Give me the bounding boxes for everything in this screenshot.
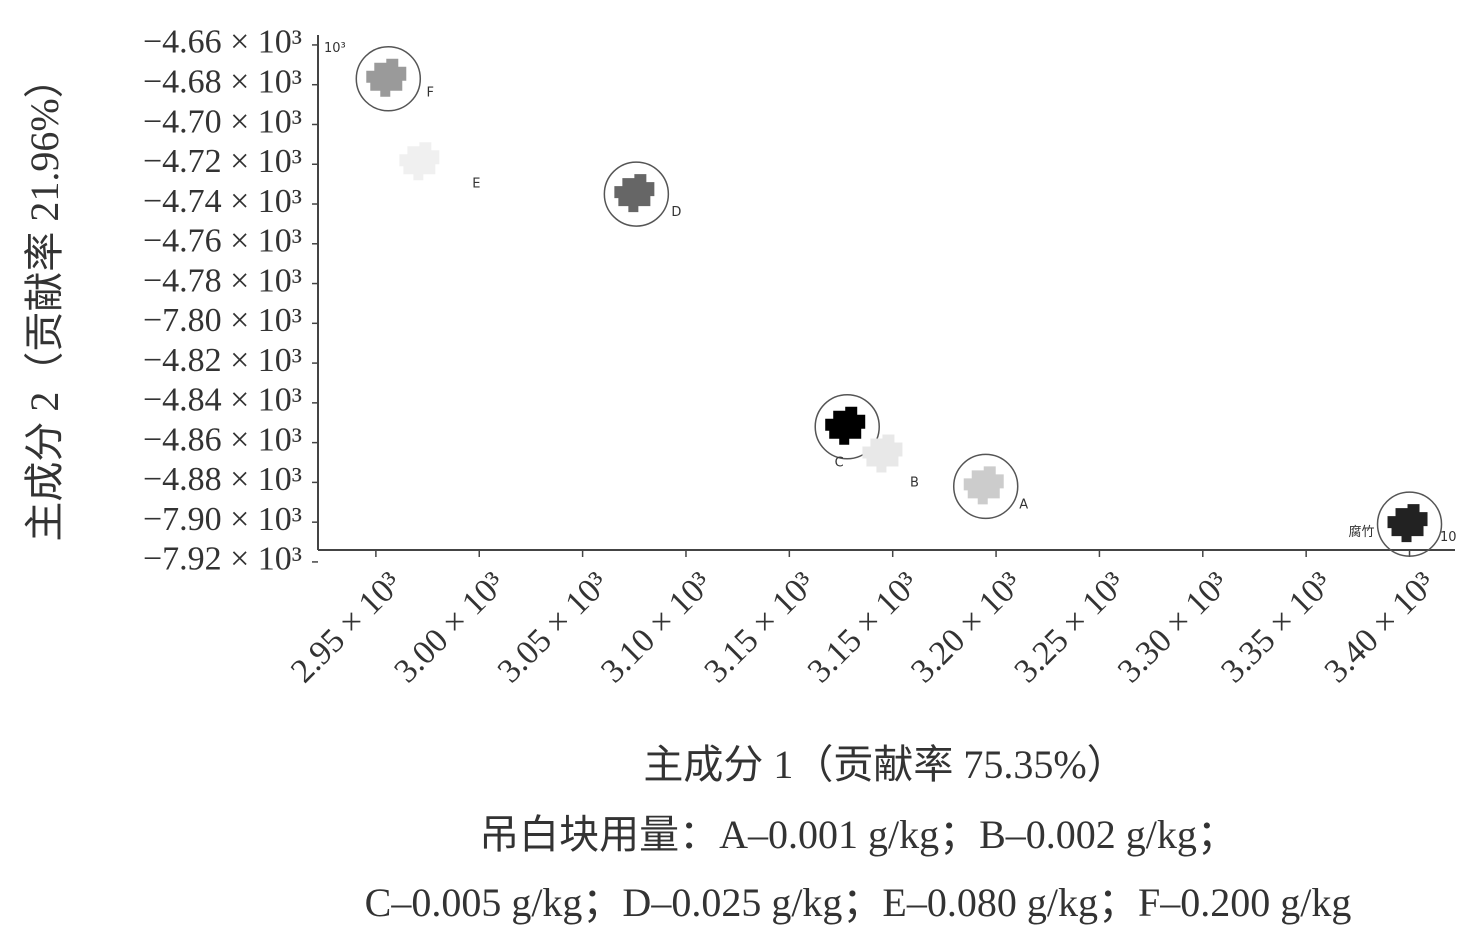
y-tick-label: −7.90 × 10³ xyxy=(143,501,302,538)
cluster xyxy=(825,406,866,445)
x-tick-label: 2.95 × 10³ xyxy=(284,565,409,690)
cluster xyxy=(366,58,407,97)
point-label: C xyxy=(835,456,844,471)
point-label: 腐竹 xyxy=(1349,525,1375,540)
y-tick-label: −4.78 × 10³ xyxy=(143,262,302,299)
x-tick-label: 3.00 × 10³ xyxy=(387,565,512,690)
y-tick-label: −4.66 × 10³ xyxy=(143,24,302,61)
x-tick-label: 3.15 × 10³ xyxy=(697,565,822,690)
x-tick-label: 3.40 × 10³ xyxy=(1318,565,1443,690)
x-axis-title: 主成分 1（贡献率 75.35%） xyxy=(643,742,1126,787)
cluster xyxy=(1387,504,1428,543)
point-label: D xyxy=(671,205,681,220)
x-tick-label: 3.30 × 10³ xyxy=(1111,565,1236,690)
y-tick-label: −7.92 × 10³ xyxy=(143,541,302,578)
point-label: A xyxy=(1019,497,1028,512)
point-label: B xyxy=(910,476,919,491)
cluster xyxy=(614,174,655,213)
cluster-ring xyxy=(1376,491,1443,557)
cluster-ring xyxy=(952,453,1019,520)
point-label: F xyxy=(427,86,434,101)
cluster-ring xyxy=(603,161,670,227)
y-tick-label: −4.76 × 10³ xyxy=(143,223,302,260)
x-tick-label: 3.15 × 10³ xyxy=(801,565,926,690)
x-tick-label: 3.05 × 10³ xyxy=(491,565,616,690)
x-tick-label: 3.25 × 10³ xyxy=(1008,565,1133,690)
y-tick-label: −4.70 × 10³ xyxy=(143,103,302,140)
point-label: E xyxy=(472,176,480,191)
cluster xyxy=(399,142,440,181)
y-tick-label: −4.88 × 10³ xyxy=(143,461,302,498)
x-tick-label: 3.10 × 10³ xyxy=(594,565,719,690)
x-tick-label: 3.35 × 10³ xyxy=(1214,565,1339,690)
cluster xyxy=(963,466,1004,505)
y-tick-label: −4.74 × 10³ xyxy=(143,183,302,220)
cluster xyxy=(862,434,903,473)
annotation: 10³ xyxy=(324,41,346,56)
y-tick-label: −4.86 × 10³ xyxy=(143,421,302,458)
x-tick-label: 3.20 × 10³ xyxy=(904,565,1029,690)
y-axis-title: 主成分 2（贡献率 21.96%） xyxy=(22,58,67,541)
y-tick-label: −7.80 × 10³ xyxy=(143,302,302,339)
cluster-ring xyxy=(355,45,422,112)
y-tick-label: −4.68 × 10³ xyxy=(143,64,302,101)
y-tick-label: −4.72 × 10³ xyxy=(143,143,302,180)
cluster-ring xyxy=(814,393,880,460)
caption: 吊白块用量：A–0.001 g/kg；B–0.002 g/kg； xyxy=(479,812,1237,857)
annotation: 10 xyxy=(1440,530,1457,545)
caption: C–0.005 g/kg；D–0.025 g/kg；E–0.080 g/kg；F… xyxy=(365,880,1352,925)
y-tick-label: −4.82 × 10³ xyxy=(143,342,302,379)
y-tick-label: −4.84 × 10³ xyxy=(143,382,302,419)
